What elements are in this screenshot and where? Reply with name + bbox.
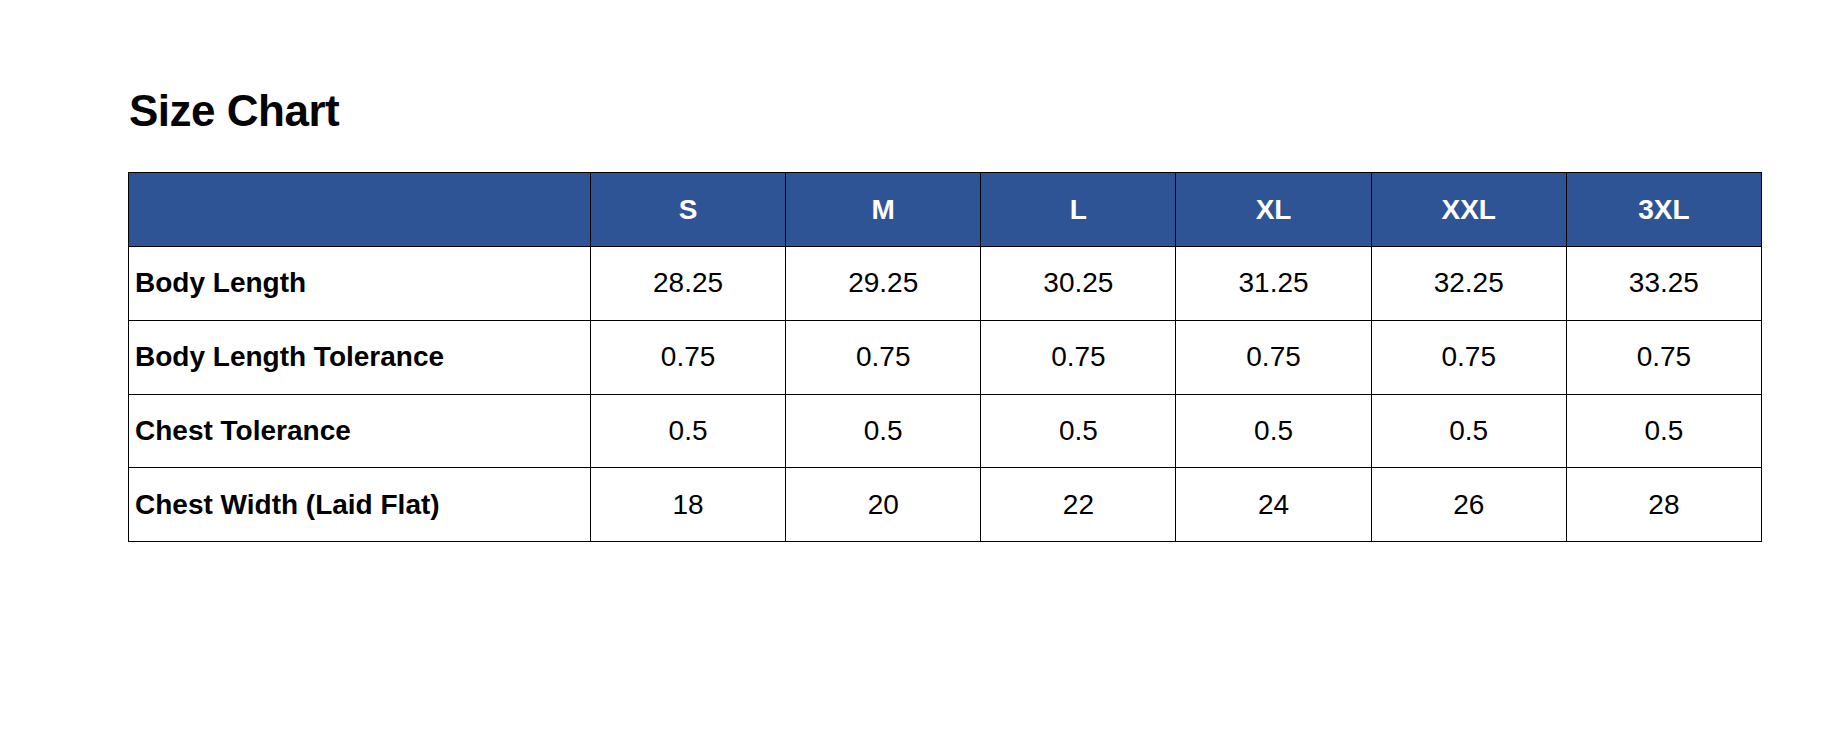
header-cell-blank [129, 173, 591, 247]
cell-chest-tolerance-l: 0.5 [981, 394, 1176, 468]
cell-body-length-tolerance-xl: 0.75 [1176, 320, 1371, 394]
cell-chest-width-m: 20 [786, 468, 981, 542]
cell-body-length-tolerance-s: 0.75 [591, 320, 786, 394]
table-row-chest-tolerance: Chest Tolerance 0.5 0.5 0.5 0.5 0.5 0.5 [129, 394, 1762, 468]
header-cell-size-3xl: 3XL [1566, 173, 1761, 247]
cell-chest-tolerance-3xl: 0.5 [1566, 394, 1761, 468]
header-row: S M L XL XXL 3XL [129, 173, 1762, 247]
table-row-chest-width: Chest Width (Laid Flat) 18 20 22 24 26 2… [129, 468, 1762, 542]
cell-chest-tolerance-m: 0.5 [786, 394, 981, 468]
header-cell-size-xxl: XXL [1371, 173, 1566, 247]
cell-body-length-l: 30.25 [981, 247, 1176, 321]
cell-chest-width-xxl: 26 [1371, 468, 1566, 542]
cell-body-length-m: 29.25 [786, 247, 981, 321]
row-label-body-length-tolerance: Body Length Tolerance [129, 320, 591, 394]
cell-chest-tolerance-s: 0.5 [591, 394, 786, 468]
header-cell-size-m: M [786, 173, 981, 247]
cell-body-length-tolerance-m: 0.75 [786, 320, 981, 394]
cell-body-length-tolerance-l: 0.75 [981, 320, 1176, 394]
cell-chest-width-3xl: 28 [1566, 468, 1761, 542]
table-row-body-length: Body Length 28.25 29.25 30.25 31.25 32.2… [129, 247, 1762, 321]
cell-chest-width-s: 18 [591, 468, 786, 542]
size-chart-table: S M L XL XXL 3XL Body Length 28.25 29.25… [128, 172, 1762, 542]
row-label-body-length: Body Length [129, 247, 591, 321]
header-cell-size-xl: XL [1176, 173, 1371, 247]
cell-chest-width-l: 22 [981, 468, 1176, 542]
cell-body-length-3xl: 33.25 [1566, 247, 1761, 321]
page-title: Size Chart [129, 86, 339, 136]
cell-chest-tolerance-xl: 0.5 [1176, 394, 1371, 468]
row-label-chest-tolerance: Chest Tolerance [129, 394, 591, 468]
cell-chest-tolerance-xxl: 0.5 [1371, 394, 1566, 468]
table-row-body-length-tolerance: Body Length Tolerance 0.75 0.75 0.75 0.7… [129, 320, 1762, 394]
cell-chest-width-xl: 24 [1176, 468, 1371, 542]
cell-body-length-xxl: 32.25 [1371, 247, 1566, 321]
cell-body-length-s: 28.25 [591, 247, 786, 321]
cell-body-length-tolerance-xxl: 0.75 [1371, 320, 1566, 394]
row-label-chest-width: Chest Width (Laid Flat) [129, 468, 591, 542]
header-cell-size-s: S [591, 173, 786, 247]
cell-body-length-xl: 31.25 [1176, 247, 1371, 321]
header-cell-size-l: L [981, 173, 1176, 247]
cell-body-length-tolerance-3xl: 0.75 [1566, 320, 1761, 394]
